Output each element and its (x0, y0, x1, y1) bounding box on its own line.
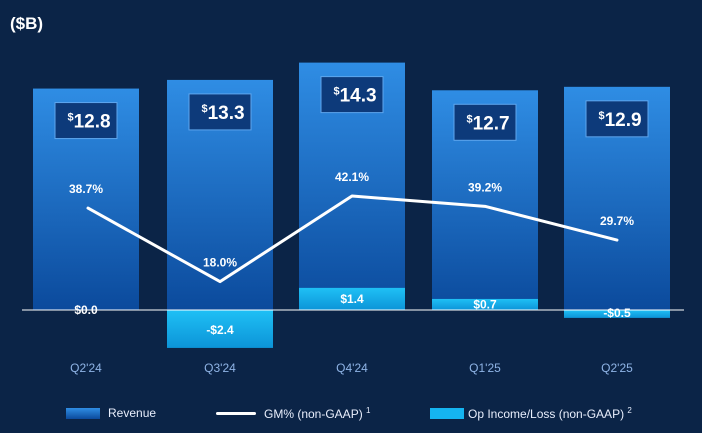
category-label: Q2'25 (601, 361, 633, 375)
revenue-value-label: $13.3 (201, 103, 244, 124)
revenue-value-label: $12.8 (67, 112, 110, 133)
revenue-value-box (188, 93, 252, 131)
op-income-bar (299, 287, 405, 310)
revenue-value-label: $12.7 (466, 113, 509, 134)
gm-value-label: 38.7% (69, 182, 103, 196)
gm-value-label: 39.2% (468, 180, 502, 194)
gm-value-label: 42.1% (335, 170, 369, 184)
gm-value-label: 29.7% (600, 214, 634, 228)
category-label: Q1'25 (469, 361, 501, 375)
revenue-value-box (453, 103, 517, 141)
op-income-label: -$0.5 (603, 306, 631, 320)
revenue-value-box (585, 100, 649, 138)
gm-line-icon (216, 411, 256, 415)
op-income-bar (167, 310, 273, 348)
op-income-label: $1.4 (340, 292, 364, 306)
legend: Revenue GM% (non-GAAP) 1 Op Income/Loss … (0, 400, 702, 430)
category-label: Q3'24 (204, 361, 236, 375)
legend-item-op: Op Income/Loss (non-GAAP) 2 (430, 400, 632, 426)
revenue-swatch-icon (66, 407, 100, 419)
legend-label-gm: GM% (non-GAAP) (264, 406, 363, 421)
op-income-label: -$2.4 (206, 323, 234, 337)
legend-item-revenue: Revenue (66, 400, 156, 426)
legend-label-revenue: Revenue (108, 406, 157, 420)
revenue-value-box (54, 102, 118, 140)
gm-line (86, 194, 619, 284)
unit-label: ($B) (10, 14, 44, 33)
legend-note-op: 2 (627, 405, 632, 415)
op-income-label: $0.0 (74, 303, 98, 317)
op-income-bar (432, 298, 538, 310)
legend-note-gm: 1 (366, 405, 371, 415)
revenue-value-label: $14.3 (333, 86, 376, 107)
revenue-value-box (320, 76, 384, 114)
category-label: Q2'24 (70, 361, 102, 375)
category-label: Q4'24 (336, 361, 368, 375)
legend-item-gm: GM% (non-GAAP) 1 (216, 400, 371, 426)
legend-label-op: Op Income/Loss (non-GAAP) (468, 406, 625, 421)
op-income-bar (564, 310, 670, 318)
revenue-value-label: $12.9 (598, 110, 641, 131)
gm-value-label: 18.0% (203, 256, 237, 270)
op-income-swatch-icon (430, 407, 464, 419)
op-income-label: $0.7 (473, 297, 497, 311)
